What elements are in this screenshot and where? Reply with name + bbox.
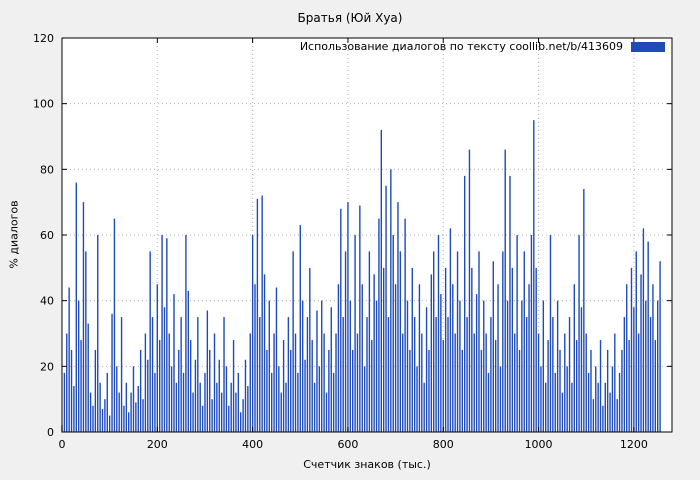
x-axis-label: Счетчик знаков (тыс.) — [303, 458, 431, 471]
legend: Использование диалогов по тексту coollib… — [300, 40, 665, 53]
svg-text:80: 80 — [40, 163, 54, 176]
svg-text:200: 200 — [147, 438, 168, 451]
svg-text:800: 800 — [433, 438, 454, 451]
svg-text:0: 0 — [47, 426, 54, 439]
svg-text:120: 120 — [33, 32, 54, 45]
svg-text:60: 60 — [40, 229, 54, 242]
legend-label: Использование диалогов по тексту coollib… — [299, 40, 623, 53]
svg-text:1200: 1200 — [620, 438, 648, 451]
svg-text:0: 0 — [59, 438, 66, 451]
legend-swatch — [631, 41, 665, 52]
svg-text:20: 20 — [40, 360, 54, 373]
chart-title: Братья (Юй Хуа) — [297, 11, 403, 25]
svg-text:1000: 1000 — [525, 438, 553, 451]
svg-text:40: 40 — [40, 295, 54, 308]
svg-text:100: 100 — [33, 98, 54, 111]
svg-text:400: 400 — [242, 438, 263, 451]
svg-text:600: 600 — [337, 438, 358, 451]
